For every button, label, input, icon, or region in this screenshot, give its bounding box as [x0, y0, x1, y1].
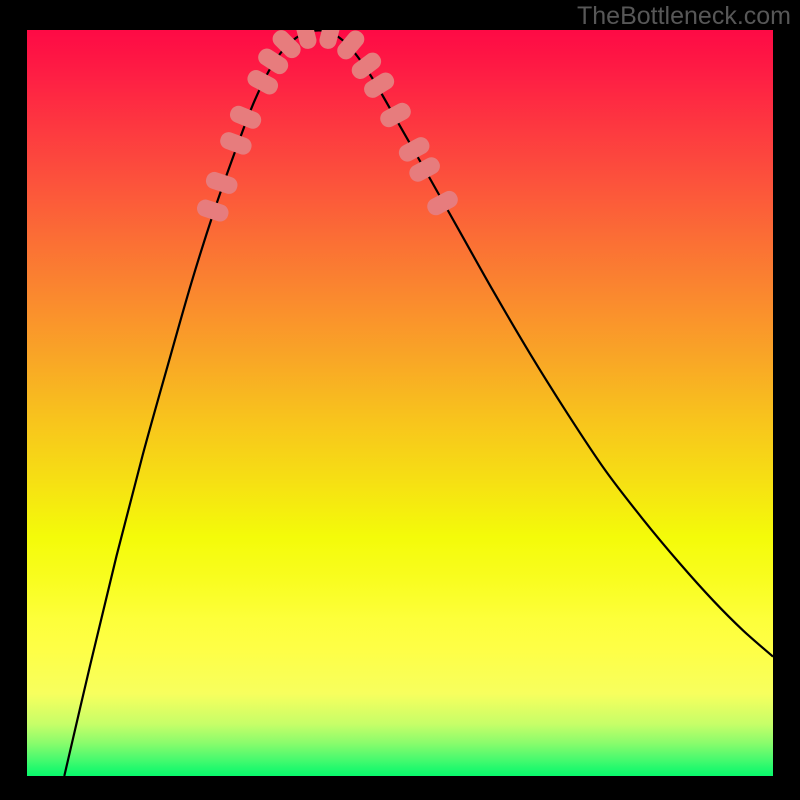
watermark-text: TheBottleneck.com [577, 2, 791, 31]
bottleneck-curve-chart [27, 30, 773, 776]
chart-stage: TheBottleneck.com [0, 0, 800, 800]
chart-background [27, 30, 773, 776]
